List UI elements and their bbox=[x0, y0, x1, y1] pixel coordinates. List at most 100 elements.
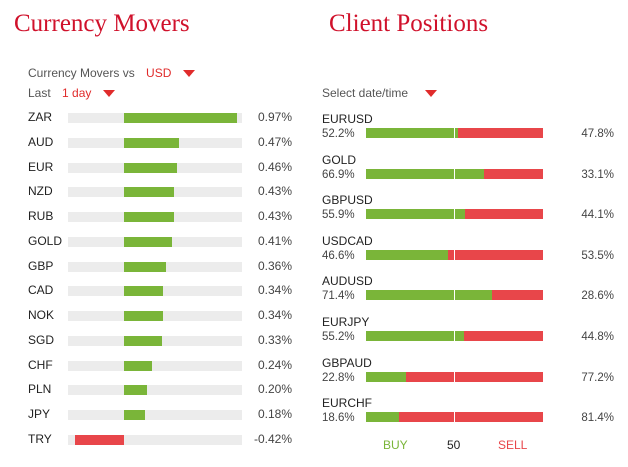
mover-bar-track bbox=[68, 261, 242, 272]
position-midpoint-marker bbox=[454, 209, 455, 220]
mover-currency-label: TRY bbox=[28, 431, 52, 446]
mover-currency-label: GBP bbox=[28, 258, 54, 273]
mover-bar bbox=[124, 261, 166, 272]
currency-movers-title: Currency Movers bbox=[14, 10, 190, 37]
position-sell-bar bbox=[366, 168, 543, 179]
mover-row: EUR 0.46% bbox=[0, 155, 310, 179]
mover-row: CAD 0.34% bbox=[0, 278, 310, 302]
position-sell-bar bbox=[366, 412, 543, 423]
mover-bar-track bbox=[68, 360, 242, 371]
position-pair-label: GOLD bbox=[322, 152, 357, 167]
chevron-down-icon[interactable] bbox=[102, 90, 115, 98]
position-pair-label: EURCHF bbox=[322, 396, 372, 411]
mover-currency-label: GOLD bbox=[28, 233, 63, 248]
position-buy-bar bbox=[366, 249, 449, 260]
mover-bar-track bbox=[68, 162, 242, 173]
chevron-down-icon[interactable] bbox=[425, 90, 438, 98]
chevron-down-icon[interactable] bbox=[182, 70, 195, 78]
mover-currency-label: NOK bbox=[28, 308, 55, 322]
position-sell-percent: 33.1% bbox=[581, 168, 614, 181]
position-buy-bar bbox=[366, 331, 464, 341]
sell-legend: SELL bbox=[498, 438, 528, 452]
mover-change-value: 0.18% bbox=[257, 407, 292, 421]
position-buy-bar bbox=[366, 168, 485, 179]
position-sell-bar bbox=[366, 290, 543, 301]
position-pair-label: AUDUSD bbox=[322, 274, 373, 289]
position-row: EURUSD 52.2% 47.8% bbox=[320, 112, 620, 152]
mover-currency-label: SGD bbox=[28, 332, 55, 347]
mover-bar-track bbox=[68, 311, 242, 321]
mover-bar bbox=[124, 212, 174, 222]
mover-row: RUB 0.43% bbox=[0, 204, 310, 228]
mover-row: NOK 0.34% bbox=[0, 303, 310, 327]
position-row: GBPAUD 22.8% 77.2% bbox=[320, 356, 620, 396]
position-midpoint-marker bbox=[454, 168, 455, 179]
mover-bar-track bbox=[68, 434, 242, 445]
position-buy-percent: 46.6% bbox=[322, 249, 355, 262]
position-buy-percent: 22.8% bbox=[322, 371, 355, 384]
position-row: EURCHF 18.6% 81.4% bbox=[320, 396, 620, 436]
position-midpoint-marker bbox=[454, 290, 455, 301]
position-buy-percent: 55.9% bbox=[322, 209, 355, 222]
mover-change-value: 0.97% bbox=[257, 110, 292, 124]
mover-row: AUD 0.47% bbox=[0, 130, 310, 154]
mover-bar-track bbox=[68, 113, 242, 123]
mover-bar bbox=[124, 410, 145, 420]
mover-change-value: 0.43% bbox=[257, 209, 292, 223]
position-midpoint-marker bbox=[454, 371, 455, 382]
position-sell-bar bbox=[366, 128, 543, 138]
position-midpoint-marker bbox=[454, 412, 455, 423]
mover-change-value: 0.43% bbox=[257, 184, 292, 199]
mover-currency-label: JPY bbox=[28, 407, 51, 421]
mover-change-value: 0.46% bbox=[257, 159, 292, 174]
buy-legend: BUY bbox=[383, 438, 408, 452]
position-sell-percent: 44.1% bbox=[581, 209, 614, 222]
mover-row: GBP 0.36% bbox=[0, 254, 310, 278]
mover-bar-track bbox=[68, 410, 242, 420]
mover-change-value: 0.20% bbox=[257, 382, 292, 397]
position-sell-bar bbox=[366, 249, 543, 260]
mover-change-value: -0.42% bbox=[253, 431, 292, 446]
position-sell-percent: 44.8% bbox=[581, 331, 614, 343]
mover-bar bbox=[124, 162, 178, 173]
position-sell-percent: 53.5% bbox=[581, 249, 614, 262]
mover-bar bbox=[124, 113, 237, 123]
position-buy-percent: 71.4% bbox=[322, 290, 355, 303]
position-pair-label: EURUSD bbox=[322, 112, 373, 126]
position-buy-percent: 66.9% bbox=[322, 168, 355, 181]
position-buy-percent: 18.6% bbox=[322, 412, 355, 425]
mover-bar-track bbox=[68, 236, 242, 247]
position-row: USDCAD 46.6% 53.5% bbox=[320, 234, 620, 274]
mover-change-value: 0.41% bbox=[257, 233, 292, 248]
position-sell-bar bbox=[366, 209, 543, 220]
mover-currency-label: EUR bbox=[28, 159, 54, 174]
currency-vs-select[interactable]: USD bbox=[146, 66, 172, 80]
mover-currency-label: RUB bbox=[28, 209, 54, 223]
mover-bar bbox=[124, 335, 163, 346]
mover-row: PLN 0.20% bbox=[0, 377, 310, 401]
position-row: GOLD 66.9% 33.1% bbox=[320, 153, 620, 193]
position-midpoint-marker bbox=[454, 331, 455, 341]
mover-row: NZD 0.43% bbox=[0, 179, 310, 203]
position-sell-percent: 47.8% bbox=[581, 128, 614, 140]
date-time-control: Select date/time bbox=[322, 86, 438, 100]
position-buy-bar bbox=[366, 371, 407, 382]
mover-change-value: 0.47% bbox=[257, 134, 292, 149]
mover-currency-label: AUD bbox=[28, 134, 54, 149]
position-buy-bar bbox=[366, 128, 459, 138]
position-sell-bar bbox=[366, 371, 543, 382]
midpoint-legend: 50 bbox=[447, 438, 461, 452]
date-time-select[interactable]: Select date/time bbox=[322, 86, 409, 100]
position-pair-label: USDCAD bbox=[322, 233, 373, 248]
mover-bar bbox=[124, 137, 179, 148]
position-midpoint-marker bbox=[454, 128, 455, 138]
mover-bar-track bbox=[68, 212, 242, 222]
mover-bar-track bbox=[68, 385, 242, 396]
mover-currency-label: CAD bbox=[28, 283, 54, 298]
mover-bar bbox=[124, 187, 174, 198]
position-buy-bar bbox=[366, 412, 399, 423]
mover-bar bbox=[124, 311, 164, 321]
mover-row: ZAR 0.97% bbox=[0, 105, 310, 129]
period-select[interactable]: 1 day bbox=[62, 86, 92, 100]
position-buy-percent: 52.2% bbox=[322, 128, 355, 140]
